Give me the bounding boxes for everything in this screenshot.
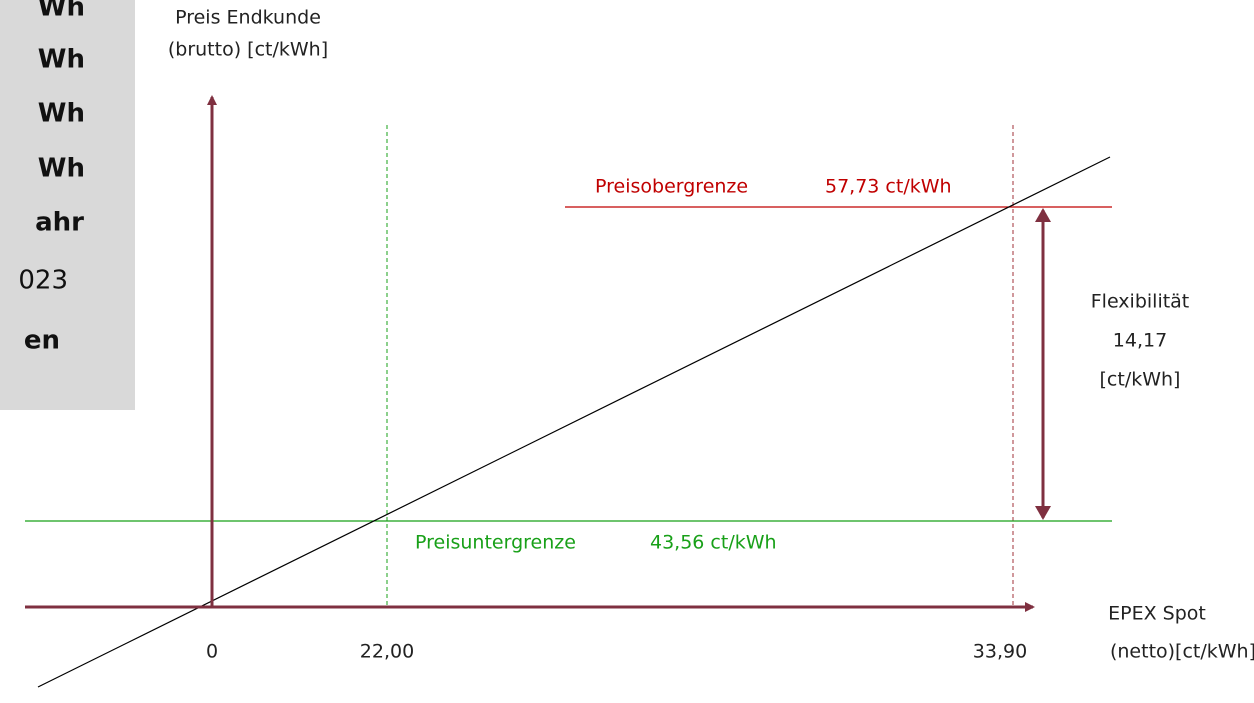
panel-line: Wh (38, 0, 85, 23)
panel-line: Wh (38, 45, 85, 75)
upper-limit-value: 57,73 ct/kWh (825, 176, 952, 198)
panel-line: Wh (38, 99, 85, 129)
x-tick-label: 33,90 (973, 641, 1027, 663)
y-axis-label: (brutto) [ct/kWh] (168, 39, 328, 61)
panel-line: ahr (35, 208, 84, 238)
upper-limit-name: Preisobergrenze (595, 176, 748, 198)
flex-value: 14,17 (1113, 330, 1167, 352)
flex-title: Flexibilität (1091, 291, 1190, 313)
price-line (37, 156, 1111, 688)
x-tick-label: 22,00 (360, 641, 414, 663)
lower-limit-value: 43,56 ct/kWh (650, 532, 777, 554)
panel-line: Wh (38, 154, 85, 184)
y-axis-label: Preis Endkunde (175, 7, 321, 29)
lower-limit-name: Preisuntergrenze (415, 532, 576, 554)
panel-line: 023 (18, 266, 68, 296)
x-axis-label: (netto)[ct/kWh] (1110, 641, 1254, 663)
x-axis-label: EPEX Spot (1108, 603, 1206, 625)
panel-line: en (24, 326, 60, 356)
x-tick-label: 0 (206, 641, 218, 663)
panel-bg (0, 0, 135, 410)
flex-unit: [ct/kWh] (1100, 369, 1181, 391)
side-panel: Wh Wh Wh Wh ahr 023 en (0, 0, 135, 410)
